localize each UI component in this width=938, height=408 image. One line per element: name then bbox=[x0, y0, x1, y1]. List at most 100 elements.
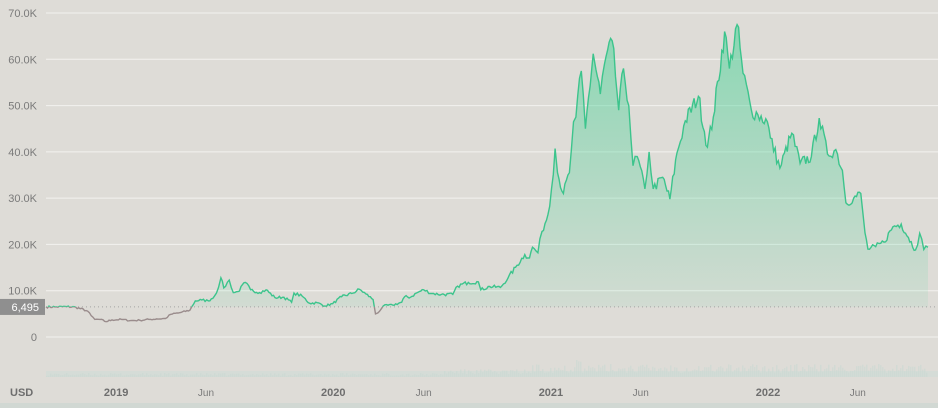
volume-bar bbox=[508, 373, 510, 377]
volume-bar bbox=[926, 372, 928, 377]
volume-bar bbox=[528, 371, 530, 377]
volume-bar bbox=[636, 372, 638, 377]
volume-bar bbox=[872, 365, 874, 377]
volume-bar bbox=[788, 371, 790, 377]
volume-bar bbox=[554, 367, 556, 377]
volume-bar bbox=[248, 374, 250, 377]
volume-bar bbox=[768, 368, 770, 377]
volume-bar bbox=[372, 375, 374, 377]
volume-bar bbox=[310, 373, 312, 377]
volume-bar bbox=[570, 369, 572, 377]
volume-bar bbox=[922, 369, 924, 377]
volume-bar bbox=[556, 369, 558, 377]
volume-bar bbox=[348, 375, 350, 377]
volume-bar bbox=[824, 369, 826, 377]
volume-bar bbox=[456, 371, 458, 377]
volume-bar bbox=[374, 373, 376, 377]
volume-bar bbox=[194, 374, 196, 377]
volume-bar bbox=[420, 373, 422, 377]
volume-bar bbox=[590, 367, 592, 377]
y-tick-label: 20.0K bbox=[8, 239, 37, 251]
volume-bar bbox=[438, 375, 440, 377]
volume-bar bbox=[526, 373, 528, 377]
volume-bar bbox=[452, 371, 454, 377]
volume-bar bbox=[512, 370, 514, 377]
volume-bar bbox=[892, 368, 894, 377]
volume-bar bbox=[518, 372, 520, 377]
volume-bar bbox=[658, 368, 660, 377]
volume-bar bbox=[96, 375, 98, 377]
volume-bar bbox=[230, 373, 232, 377]
volume-bar bbox=[312, 374, 314, 377]
volume-bar bbox=[584, 368, 586, 377]
volume-bar bbox=[56, 373, 58, 377]
volume-bar bbox=[416, 374, 418, 377]
volume-bar bbox=[120, 373, 122, 377]
volume-bar bbox=[354, 374, 356, 377]
volume-bar bbox=[614, 371, 616, 377]
volume-bar bbox=[894, 371, 896, 377]
volume-bar bbox=[672, 371, 674, 377]
volume-bar bbox=[830, 371, 832, 377]
volume-bar bbox=[660, 367, 662, 377]
volume-bar bbox=[846, 371, 848, 377]
volume-bar bbox=[888, 370, 890, 377]
y-tick-label: 50.0K bbox=[8, 101, 37, 113]
volume-bar bbox=[674, 367, 676, 377]
volume-bar bbox=[716, 369, 718, 377]
volume-bar bbox=[244, 375, 246, 377]
volume-bar bbox=[844, 369, 846, 377]
volume-bar bbox=[288, 375, 290, 377]
volume-bar bbox=[868, 370, 870, 377]
volume-bar bbox=[90, 374, 92, 377]
volume-bar bbox=[364, 374, 366, 377]
volume-bar bbox=[706, 367, 708, 377]
volume-bar bbox=[66, 373, 68, 377]
volume-bar bbox=[430, 374, 432, 377]
volume-bar bbox=[640, 365, 642, 377]
volume-bar bbox=[654, 367, 656, 377]
y-tick-label: 60.0K bbox=[8, 54, 37, 66]
volume-bar bbox=[662, 370, 664, 377]
volume-bar bbox=[500, 371, 502, 377]
volume-bar bbox=[900, 368, 902, 377]
volume-bar bbox=[668, 372, 670, 377]
volume-bar bbox=[414, 374, 416, 377]
volume-bar bbox=[76, 374, 78, 377]
volume-bar bbox=[828, 364, 830, 377]
volume-bar bbox=[298, 373, 300, 377]
volume-bar bbox=[204, 375, 206, 377]
volume-bar bbox=[172, 374, 174, 377]
volume-bar bbox=[802, 367, 804, 377]
volume-bar bbox=[694, 369, 696, 377]
volume-bar bbox=[378, 375, 380, 377]
currency-label: USD bbox=[10, 387, 33, 399]
area-fill bbox=[46, 24, 928, 307]
volume-bar bbox=[434, 373, 436, 377]
volume-bar bbox=[234, 374, 236, 377]
volume-bar bbox=[496, 372, 498, 377]
volume-bar bbox=[448, 371, 450, 377]
volume-bar bbox=[804, 369, 806, 377]
volume-bar bbox=[642, 364, 644, 377]
volume-bar bbox=[358, 374, 360, 377]
volume-bar bbox=[840, 365, 842, 377]
volume-bar bbox=[850, 370, 852, 377]
volume-bar bbox=[746, 371, 748, 377]
volume-bar bbox=[864, 366, 866, 377]
volume-bar bbox=[490, 369, 492, 377]
volume-bar bbox=[854, 370, 856, 377]
volume-bar bbox=[766, 372, 768, 377]
volume-bar bbox=[440, 374, 442, 377]
volume-bar bbox=[742, 365, 744, 377]
volume-bar bbox=[562, 370, 564, 377]
volume-bar bbox=[236, 373, 238, 377]
volume-bar bbox=[418, 375, 420, 377]
volume-bar bbox=[188, 375, 190, 377]
volume-bar bbox=[916, 371, 918, 377]
volume-bar bbox=[228, 374, 230, 377]
volume-bar bbox=[732, 371, 734, 377]
x-tick-label: 2019 bbox=[104, 387, 128, 399]
